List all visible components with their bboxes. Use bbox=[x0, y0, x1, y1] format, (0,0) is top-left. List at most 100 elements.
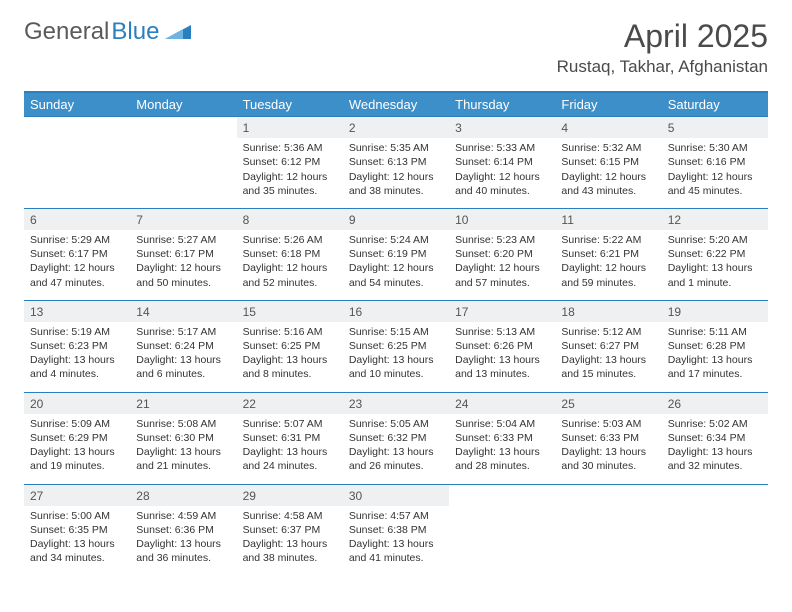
weekday-header: Saturday bbox=[662, 92, 768, 116]
sunrise-line: Sunrise: 5:17 AM bbox=[136, 325, 230, 339]
sunset-line: Sunset: 6:24 PM bbox=[136, 339, 230, 353]
calendar-day-cell: 5Sunrise: 5:30 AMSunset: 6:16 PMDaylight… bbox=[662, 116, 768, 208]
sunset-line: Sunset: 6:33 PM bbox=[455, 431, 549, 445]
day-number-empty bbox=[555, 484, 661, 506]
day-number-empty bbox=[662, 484, 768, 506]
day-body: Sunrise: 5:07 AMSunset: 6:31 PMDaylight:… bbox=[237, 414, 343, 484]
sunrise-line: Sunrise: 5:16 AM bbox=[243, 325, 337, 339]
day-number: 4 bbox=[555, 116, 661, 138]
day-body: Sunrise: 5:30 AMSunset: 6:16 PMDaylight:… bbox=[662, 138, 768, 208]
weekday-header: Tuesday bbox=[237, 92, 343, 116]
calendar-day-cell: 7Sunrise: 5:27 AMSunset: 6:17 PMDaylight… bbox=[130, 208, 236, 300]
sunset-line: Sunset: 6:32 PM bbox=[349, 431, 443, 445]
calendar-day-cell: 11Sunrise: 5:22 AMSunset: 6:21 PMDayligh… bbox=[555, 208, 661, 300]
daylight-line: Daylight: 12 hours and 47 minutes. bbox=[30, 261, 124, 289]
calendar-day-cell: 6Sunrise: 5:29 AMSunset: 6:17 PMDaylight… bbox=[24, 208, 130, 300]
sunrise-line: Sunrise: 5:13 AM bbox=[455, 325, 549, 339]
calendar-day-cell: 26 Sunrise: 5:02 AMSunset: 6:34 PMDayligh… bbox=[662, 392, 768, 484]
logo-triangle-icon bbox=[165, 18, 191, 46]
day-number: 23 bbox=[343, 392, 449, 414]
day-body-empty bbox=[555, 506, 661, 564]
calendar-day-cell: 16Sunrise: 5:15 AMSunset: 6:25 PMDayligh… bbox=[343, 300, 449, 392]
sunset-line: Sunset: 6:34 PM bbox=[668, 431, 762, 445]
sunset-line: Sunset: 6:18 PM bbox=[243, 247, 337, 261]
daylight-line: Daylight: 13 hours and 24 minutes. bbox=[243, 445, 337, 473]
daylight-line: Daylight: 13 hours and 6 minutes. bbox=[136, 353, 230, 381]
day-body: Sunrise: 4:59 AMSunset: 6:36 PMDaylight:… bbox=[130, 506, 236, 576]
sunset-line: Sunset: 6:25 PM bbox=[243, 339, 337, 353]
sunrise-line: Sunrise: 5:29 AM bbox=[30, 233, 124, 247]
location-text: Rustaq, Takhar, Afghanistan bbox=[557, 57, 768, 77]
day-body-empty bbox=[130, 138, 236, 196]
day-body: Sunrise: 5:26 AMSunset: 6:18 PMDaylight:… bbox=[237, 230, 343, 300]
daylight-line: Daylight: 13 hours and 28 minutes. bbox=[455, 445, 549, 473]
daylight-line: Daylight: 13 hours and 4 minutes. bbox=[30, 353, 124, 381]
daylight-line: Daylight: 12 hours and 45 minutes. bbox=[668, 170, 762, 198]
day-body: Sunrise: 5:33 AMSunset: 6:14 PMDaylight:… bbox=[449, 138, 555, 208]
sunset-line: Sunset: 6:26 PM bbox=[455, 339, 549, 353]
calendar-day-cell: 25Sunrise: 5:03 AMSunset: 6:33 PMDayligh… bbox=[555, 392, 661, 484]
calendar-day-cell: 22Sunrise: 5:07 AMSunset: 6:31 PMDayligh… bbox=[237, 392, 343, 484]
weekday-header: Monday bbox=[130, 92, 236, 116]
sunrise-line: Sunrise: 5:27 AM bbox=[136, 233, 230, 247]
daylight-line: Daylight: 12 hours and 35 minutes. bbox=[243, 170, 337, 198]
sunrise-line: Sunrise: 5:35 AM bbox=[349, 141, 443, 155]
daylight-line: Daylight: 13 hours and 36 minutes. bbox=[136, 537, 230, 565]
day-body: Sunrise: 5:03 AMSunset: 6:33 PMDaylight:… bbox=[555, 414, 661, 484]
day-body: Sunrise: 5:15 AMSunset: 6:25 PMDaylight:… bbox=[343, 322, 449, 392]
sunset-line: Sunset: 6:38 PM bbox=[349, 523, 443, 537]
sunset-line: Sunset: 6:35 PM bbox=[30, 523, 124, 537]
day-body-empty bbox=[24, 138, 130, 196]
sunset-line: Sunset: 6:19 PM bbox=[349, 247, 443, 261]
sunset-line: Sunset: 6:14 PM bbox=[455, 155, 549, 169]
calendar-day-cell: 15Sunrise: 5:16 AMSunset: 6:25 PMDayligh… bbox=[237, 300, 343, 392]
sunrise-line: Sunrise: 5:23 AM bbox=[455, 233, 549, 247]
day-number: 10 bbox=[449, 208, 555, 230]
daylight-line: Daylight: 13 hours and 8 minutes. bbox=[243, 353, 337, 381]
day-body-empty bbox=[662, 506, 768, 564]
day-body: Sunrise: 5:00 AMSunset: 6:35 PMDaylight:… bbox=[24, 506, 130, 576]
sunrise-line: Sunrise: 5:05 AM bbox=[349, 417, 443, 431]
day-body: Sunrise: 5:08 AMSunset: 6:30 PMDaylight:… bbox=[130, 414, 236, 484]
day-body: Sunrise: 5:24 AMSunset: 6:19 PMDaylight:… bbox=[343, 230, 449, 300]
day-number: 25 bbox=[555, 392, 661, 414]
daylight-line: Daylight: 12 hours and 52 minutes. bbox=[243, 261, 337, 289]
sunrise-line: Sunrise: 5:02 AM bbox=[668, 417, 762, 431]
sunrise-line: Sunrise: 5:12 AM bbox=[561, 325, 655, 339]
sunset-line: Sunset: 6:29 PM bbox=[30, 431, 124, 445]
sunset-line: Sunset: 6:33 PM bbox=[561, 431, 655, 445]
weekday-header: Sunday bbox=[24, 92, 130, 116]
daylight-line: Daylight: 13 hours and 15 minutes. bbox=[561, 353, 655, 381]
daylight-line: Daylight: 12 hours and 54 minutes. bbox=[349, 261, 443, 289]
day-number: 11 bbox=[555, 208, 661, 230]
day-number-empty bbox=[130, 116, 236, 138]
sunset-line: Sunset: 6:16 PM bbox=[668, 155, 762, 169]
sunrise-line: Sunrise: 5:24 AM bbox=[349, 233, 443, 247]
day-body-empty bbox=[449, 506, 555, 564]
sunset-line: Sunset: 6:23 PM bbox=[30, 339, 124, 353]
calendar-day-cell bbox=[130, 116, 236, 208]
calendar-day-cell: 14Sunrise: 5:17 AMSunset: 6:24 PMDayligh… bbox=[130, 300, 236, 392]
sunrise-line: Sunrise: 5:09 AM bbox=[30, 417, 124, 431]
day-body: Sunrise: 5:36 AMSunset: 6:12 PMDaylight:… bbox=[237, 138, 343, 208]
daylight-line: Daylight: 13 hours and 26 minutes. bbox=[349, 445, 443, 473]
calendar-day-cell: 17Sunrise: 5:13 AMSunset: 6:26 PMDayligh… bbox=[449, 300, 555, 392]
daylight-line: Daylight: 13 hours and 32 minutes. bbox=[668, 445, 762, 473]
sunset-line: Sunset: 6:30 PM bbox=[136, 431, 230, 445]
calendar-header-row: SundayMondayTuesdayWednesdayThursdayFrid… bbox=[24, 92, 768, 116]
sunset-line: Sunset: 6:37 PM bbox=[243, 523, 337, 537]
weekday-header: Friday bbox=[555, 92, 661, 116]
sunset-line: Sunset: 6:25 PM bbox=[349, 339, 443, 353]
day-number: 19 bbox=[662, 300, 768, 322]
calendar-day-cell bbox=[24, 116, 130, 208]
day-body: Sunrise: 5:13 AMSunset: 6:26 PMDaylight:… bbox=[449, 322, 555, 392]
day-number: 26 bbox=[662, 392, 768, 414]
calendar-table: SundayMondayTuesdayWednesdayThursdayFrid… bbox=[24, 91, 768, 575]
day-number: 8 bbox=[237, 208, 343, 230]
sunrise-line: Sunrise: 5:11 AM bbox=[668, 325, 762, 339]
day-body: Sunrise: 5:29 AMSunset: 6:17 PMDaylight:… bbox=[24, 230, 130, 300]
calendar-day-cell: 21Sunrise: 5:08 AMSunset: 6:30 PMDayligh… bbox=[130, 392, 236, 484]
day-body: Sunrise: 5:16 AMSunset: 6:25 PMDaylight:… bbox=[237, 322, 343, 392]
sunrise-line: Sunrise: 5:30 AM bbox=[668, 141, 762, 155]
brand-name-2: Blue bbox=[111, 18, 159, 46]
